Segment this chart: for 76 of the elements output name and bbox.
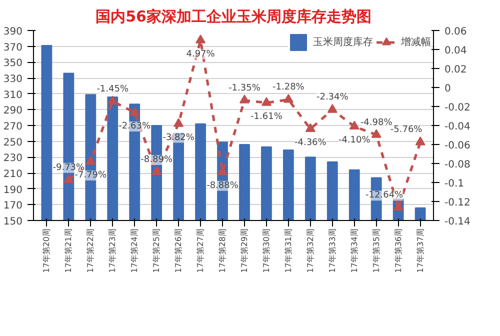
y2-tick-label: -0.04	[444, 122, 470, 132]
point	[174, 118, 184, 127]
point	[371, 129, 382, 138]
data-label: -8.89%	[140, 154, 173, 165]
y2-tick-label: 0	[444, 84, 451, 94]
chart-title: 国内56家深加工企业玉米周度库存走势图	[96, 8, 372, 26]
y-tick-label: 250	[3, 137, 23, 148]
data-label: -7.79%	[74, 170, 108, 181]
y-tick-label: 370	[3, 42, 23, 54]
point	[86, 156, 96, 165]
point	[108, 96, 118, 104]
data-label: -8.88%	[206, 180, 239, 191]
point	[283, 94, 294, 103]
data-label: -5.76%	[390, 125, 423, 136]
data-label: -4.10%	[338, 135, 371, 146]
x-tick-label: 17年第27周	[196, 228, 206, 273]
point	[64, 174, 74, 184]
x-tick-label: 17年第20周	[42, 228, 52, 273]
y-tick-label: 210	[3, 169, 23, 180]
y-tick-label: 290	[3, 106, 23, 117]
y2-tick-label: -0.14	[444, 216, 470, 228]
y-tick-label: 270	[3, 122, 23, 132]
x-tick-label: 17年第33周	[328, 228, 337, 273]
y-tick-label: 150	[3, 216, 23, 228]
point	[130, 106, 140, 116]
y2-tick-label: 0.06	[444, 26, 467, 38]
data-label: -3.82%	[162, 132, 195, 143]
point	[261, 97, 272, 106]
y2-tick-label: -0.06	[444, 140, 470, 152]
y2-tick-label: -0.02	[444, 102, 470, 114]
x-tick-label: 17年第29周	[240, 228, 249, 273]
point	[196, 34, 206, 44]
x-tick-label: 17年第30周	[262, 228, 271, 273]
point	[349, 120, 360, 130]
y-tick-label: 310	[3, 90, 23, 101]
data-label: -4.98%	[360, 118, 393, 128]
point	[415, 136, 426, 146]
x-tick-label: 17年第34周	[350, 228, 359, 273]
x-tick-label: 17年第31周	[284, 228, 293, 273]
y2-tick-label: 0.04	[444, 46, 467, 56]
y-tick-label: 390	[3, 26, 23, 38]
data-label: 4.97%	[186, 49, 216, 60]
y-tick-label: 230	[3, 153, 23, 164]
data-label: -2.34%	[316, 92, 349, 103]
legend-label: 增减幅	[401, 36, 431, 49]
y2-tick-label: -0.08	[444, 160, 470, 170]
x-tick-label: 17年第23周	[108, 228, 118, 273]
y2-tick-label: 0.02	[444, 64, 467, 76]
legend-label: 玉米周度库存	[313, 36, 373, 49]
data-label: -1.28%	[272, 82, 305, 93]
point	[239, 94, 250, 104]
y-tick-label: 170	[3, 200, 23, 212]
data-label: -4.36%	[294, 138, 327, 148]
y-tick-label: 350	[3, 58, 23, 70]
x-tick-label: 17年第26周	[174, 228, 184, 273]
data-label: -2.63%	[118, 121, 151, 132]
x-tick-label: 17年第25周	[152, 228, 162, 273]
x-tick-label: 17年第28周	[218, 228, 228, 273]
x-tick-label: 17年第21周	[64, 228, 74, 273]
data-label: -1.45%	[96, 84, 129, 94]
data-label: -12.64%	[366, 190, 404, 201]
data-label: -1.61%	[250, 112, 283, 122]
point	[305, 123, 316, 132]
x-tick-label: 17年第32周	[306, 228, 315, 273]
y2-tick-label: -0.12	[444, 198, 470, 208]
y-tick-label: 190	[3, 184, 23, 196]
x-tick-label: 17年第37周	[416, 228, 425, 273]
x-tick-label: 17年第24周	[130, 228, 140, 273]
x-tick-label: 17年第22周	[86, 228, 96, 273]
x-tick-label: 17年第35周	[372, 228, 381, 273]
y-tick-label: 330	[3, 74, 23, 85]
y2-tick-label: -0.1	[444, 178, 464, 190]
point	[152, 166, 162, 176]
x-tick-label: 17年第36周	[394, 228, 403, 273]
data-label: -1.35%	[228, 83, 261, 94]
point	[327, 104, 338, 113]
